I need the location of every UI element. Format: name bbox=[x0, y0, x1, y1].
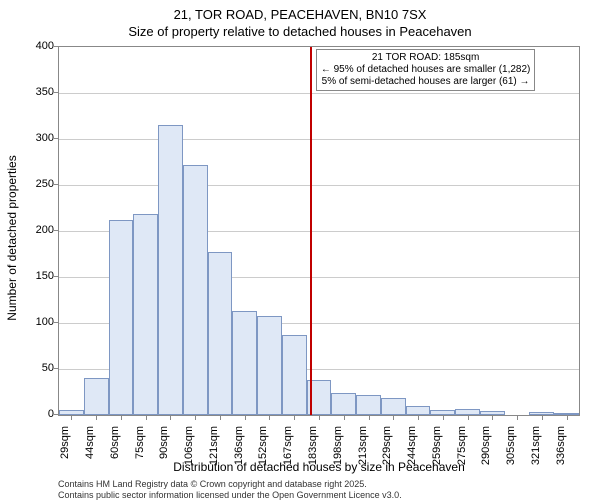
x-tick-mark bbox=[393, 416, 394, 420]
gridline bbox=[59, 93, 579, 94]
annotation-line2: ← 95% of detached houses are smaller (1,… bbox=[321, 64, 531, 76]
histogram-bar bbox=[232, 311, 257, 415]
y-tick-label: 400 bbox=[14, 40, 54, 52]
x-tick-mark bbox=[344, 416, 345, 420]
y-tick-label: 150 bbox=[14, 270, 54, 282]
y-tick-mark bbox=[54, 414, 58, 415]
histogram-bar bbox=[529, 412, 554, 415]
y-tick-label: 250 bbox=[14, 178, 54, 190]
histogram-bar bbox=[282, 335, 307, 415]
x-tick-mark bbox=[567, 416, 568, 420]
annotation-line3: 5% of semi-detached houses are larger (6… bbox=[321, 76, 531, 88]
x-tick-mark bbox=[517, 416, 518, 420]
x-tick-mark bbox=[468, 416, 469, 420]
histogram-bar bbox=[455, 409, 480, 415]
y-tick-label: 300 bbox=[14, 132, 54, 144]
y-tick-mark bbox=[54, 92, 58, 93]
histogram-bar bbox=[158, 125, 183, 415]
gridline bbox=[59, 139, 579, 140]
chart-root: { "chart": { "type": "histogram", "title… bbox=[0, 0, 600, 500]
y-tick-mark bbox=[54, 184, 58, 185]
x-tick-mark bbox=[492, 416, 493, 420]
y-tick-mark bbox=[54, 46, 58, 47]
gridline bbox=[59, 185, 579, 186]
footnote-line1: Contains HM Land Registry data © Crown c… bbox=[58, 479, 367, 489]
histogram-bar bbox=[356, 395, 381, 415]
x-tick-mark bbox=[170, 416, 171, 420]
y-tick-label: 0 bbox=[14, 408, 54, 420]
histogram-bar bbox=[208, 252, 233, 415]
y-tick-label: 100 bbox=[14, 316, 54, 328]
x-tick-mark bbox=[319, 416, 320, 420]
y-tick-label: 200 bbox=[14, 224, 54, 236]
histogram-bar bbox=[84, 378, 109, 415]
chart-title-line1: 21, TOR ROAD, PEACEHAVEN, BN10 7SX bbox=[0, 7, 600, 22]
x-tick-mark bbox=[195, 416, 196, 420]
x-tick-mark bbox=[443, 416, 444, 420]
x-tick-mark bbox=[146, 416, 147, 420]
histogram-bar bbox=[381, 398, 406, 415]
x-tick-mark bbox=[71, 416, 72, 420]
x-tick-mark bbox=[121, 416, 122, 420]
histogram-bar bbox=[554, 413, 579, 415]
x-tick-mark bbox=[245, 416, 246, 420]
histogram-bar bbox=[331, 393, 356, 415]
x-tick-mark bbox=[269, 416, 270, 420]
histogram-bar bbox=[480, 411, 505, 415]
chart-title-line2: Size of property relative to detached ho… bbox=[0, 24, 600, 39]
y-tick-label: 50 bbox=[14, 362, 54, 374]
histogram-bar bbox=[183, 165, 208, 415]
x-axis-label: Distribution of detached houses by size … bbox=[58, 460, 580, 474]
x-tick-mark bbox=[369, 416, 370, 420]
y-tick-mark bbox=[54, 276, 58, 277]
y-tick-label: 350 bbox=[14, 86, 54, 98]
x-tick-mark bbox=[220, 416, 221, 420]
x-tick-mark bbox=[294, 416, 295, 420]
y-tick-mark bbox=[54, 368, 58, 369]
property-marker-line bbox=[310, 47, 312, 415]
annotation-line1: 21 TOR ROAD: 185sqm bbox=[321, 52, 531, 64]
plot-area: 21 TOR ROAD: 185sqm← 95% of detached hou… bbox=[58, 46, 580, 416]
histogram-bar bbox=[257, 316, 282, 415]
x-tick-mark bbox=[96, 416, 97, 420]
y-tick-mark bbox=[54, 138, 58, 139]
x-tick-mark bbox=[542, 416, 543, 420]
histogram-bar bbox=[133, 214, 158, 415]
y-tick-mark bbox=[54, 230, 58, 231]
histogram-bar bbox=[406, 406, 431, 415]
annotation-box: 21 TOR ROAD: 185sqm← 95% of detached hou… bbox=[316, 49, 536, 91]
y-tick-mark bbox=[54, 322, 58, 323]
histogram-bar bbox=[59, 410, 84, 415]
histogram-bar bbox=[430, 410, 455, 415]
histogram-bar bbox=[109, 220, 134, 415]
x-tick-mark bbox=[418, 416, 419, 420]
footnote-line2: Contains public sector information licen… bbox=[58, 490, 402, 500]
